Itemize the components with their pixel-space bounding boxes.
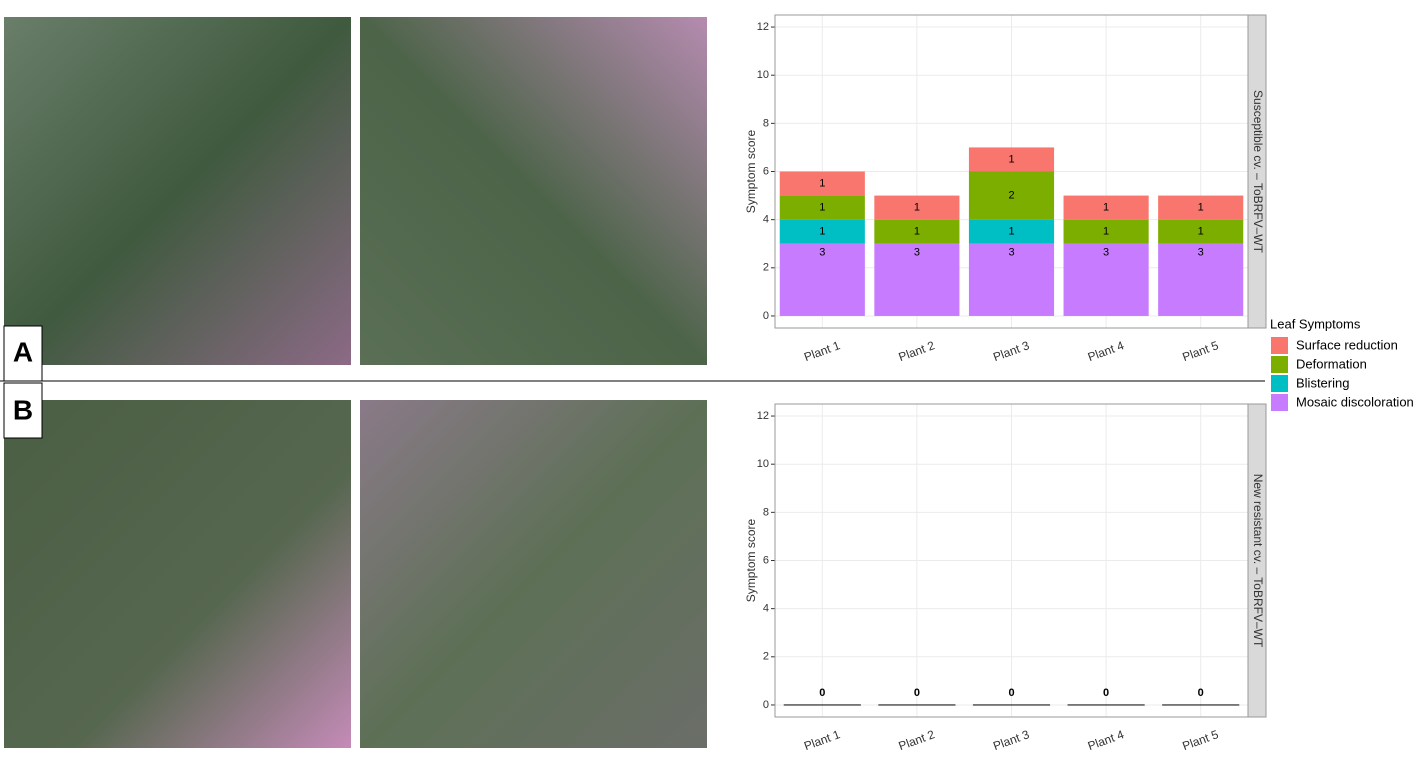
y-tick-label: 12 (757, 410, 769, 422)
photo (360, 400, 707, 748)
data-label: 1 (1103, 226, 1109, 238)
bar (1067, 704, 1145, 706)
bar (878, 704, 956, 706)
y-axis-label: Symptom score (744, 129, 758, 213)
data-label: 3 (1008, 247, 1014, 259)
x-tick-label: Plant 5 (1180, 727, 1220, 753)
legend-title: Leaf Symptoms (1270, 316, 1361, 331)
bar-segment (968, 219, 1055, 244)
photo (4, 400, 351, 748)
y-tick-label: 0 (763, 699, 769, 711)
bar-segment (779, 243, 865, 316)
y-tick-label: 4 (763, 214, 769, 226)
bar-segment (968, 147, 1055, 172)
panel-label: B (13, 394, 33, 425)
y-tick-label: 8 (763, 117, 769, 129)
legend-label: Mosaic discoloration (1296, 394, 1414, 409)
strip-label: Susceptible cv. – ToBRFV–WT (1251, 90, 1265, 254)
bar-segment (1158, 243, 1244, 316)
x-tick-label: Plant 3 (991, 727, 1031, 753)
y-tick-label: 0 (763, 310, 769, 322)
bar (972, 704, 1051, 706)
panel-label-box (3, 325, 43, 382)
data-label: 0 (914, 687, 920, 699)
legend-swatch (1271, 337, 1288, 354)
bar-segment (874, 219, 960, 244)
data-label: 1 (914, 226, 920, 238)
panel-label: A (13, 336, 33, 367)
y-tick-label: 2 (763, 262, 769, 274)
y-tick-label: 6 (763, 554, 769, 566)
y-tick-label: 4 (763, 603, 769, 615)
bar-segment (1158, 195, 1244, 220)
y-tick-label: 8 (763, 506, 769, 518)
bar-segment (1063, 219, 1149, 244)
x-tick-label: Plant 4 (1086, 727, 1126, 753)
bar (1162, 704, 1240, 706)
data-label: 1 (819, 177, 825, 189)
x-tick-label: Plant 1 (802, 727, 842, 753)
strip (1247, 403, 1267, 718)
y-tick-label: 2 (763, 651, 769, 663)
data-label: 1 (1103, 202, 1109, 214)
x-tick-label: Plant 3 (991, 338, 1031, 364)
bar-segment (779, 195, 865, 220)
data-label: 0 (819, 687, 825, 699)
bar-segment (874, 195, 960, 220)
y-tick-label: 10 (757, 69, 769, 81)
y-tick-label: 10 (757, 458, 769, 470)
data-label: 1 (1198, 226, 1204, 238)
panel-label-box (3, 382, 43, 439)
bar-segment (1063, 195, 1149, 220)
legend-swatch (1271, 375, 1288, 392)
data-label: 3 (1198, 247, 1204, 259)
bar-segment (1063, 243, 1149, 316)
bar-segment (779, 171, 865, 196)
legend-label: Deformation (1296, 356, 1367, 371)
legend-label: Blistering (1296, 375, 1349, 390)
bar-segment (968, 243, 1055, 316)
data-label: 3 (914, 247, 920, 259)
bar-segment (874, 243, 960, 316)
bar-segment (1158, 219, 1244, 244)
data-label: 1 (819, 226, 825, 238)
x-tick-label: Plant 2 (897, 727, 937, 753)
data-label: 0 (1008, 687, 1014, 699)
data-label: 2 (1008, 189, 1014, 201)
legend-label: Surface reduction (1296, 337, 1398, 352)
bar-segment (779, 219, 865, 244)
data-label: 3 (1103, 247, 1109, 259)
y-tick-label: 6 (763, 165, 769, 177)
data-label: 0 (1103, 687, 1109, 699)
data-label: 3 (819, 247, 825, 259)
legend-swatch (1271, 394, 1288, 411)
bar (783, 704, 861, 706)
x-tick-label: Plant 4 (1086, 338, 1126, 364)
photo (4, 17, 351, 365)
x-tick-label: Plant 5 (1180, 338, 1220, 364)
data-label: 1 (1198, 202, 1204, 214)
x-tick-label: Plant 2 (897, 338, 937, 364)
data-label: 1 (914, 202, 920, 214)
y-tick-label: 12 (757, 21, 769, 33)
bar-segment (968, 171, 1055, 220)
data-label: 0 (1198, 687, 1204, 699)
data-label: 1 (1008, 226, 1014, 238)
strip (1247, 14, 1267, 329)
x-tick-label: Plant 1 (802, 338, 842, 364)
strip-label: New resistant cv. – ToBRFV–WT (1251, 474, 1265, 648)
data-label: 1 (1008, 153, 1014, 165)
photo (360, 17, 707, 365)
legend-swatch (1271, 356, 1288, 373)
y-axis-label: Symptom score (744, 518, 758, 602)
data-label: 1 (819, 202, 825, 214)
